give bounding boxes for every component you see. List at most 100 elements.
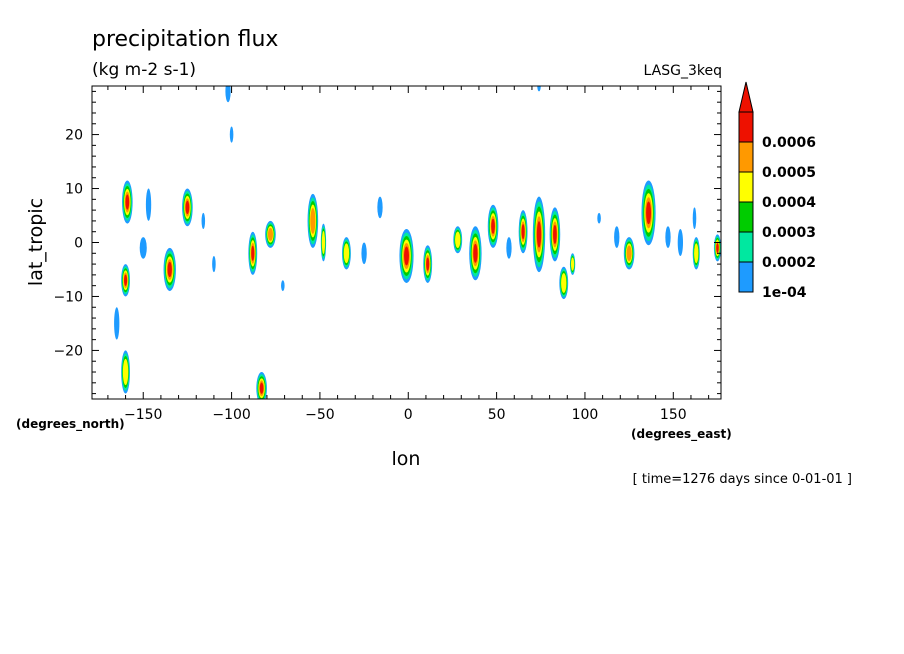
precip-cell bbox=[537, 86, 541, 92]
precip-cell bbox=[713, 234, 721, 262]
contour-level-6 bbox=[404, 246, 409, 266]
precip-cell bbox=[597, 212, 601, 224]
precip-cell bbox=[281, 280, 285, 292]
contour-level-6 bbox=[646, 201, 652, 225]
contour-level-5 bbox=[626, 245, 632, 262]
y-units-label: (degrees_north) bbox=[16, 417, 125, 432]
precip-cell bbox=[641, 180, 656, 246]
contour-level-5 bbox=[310, 207, 316, 234]
contour-level-6 bbox=[553, 224, 557, 244]
colorbar-swatch bbox=[738, 141, 754, 173]
contour-level-6 bbox=[185, 200, 190, 215]
precip-cell bbox=[320, 223, 327, 262]
colorbar-swatch bbox=[738, 261, 754, 293]
contour-level-1 bbox=[145, 188, 152, 221]
contour-level-1 bbox=[281, 280, 285, 292]
contour-level-1 bbox=[537, 86, 541, 92]
contour-level-6 bbox=[426, 257, 430, 271]
contour-level-1 bbox=[114, 307, 120, 340]
colorbar: 1e-04 0.0002 0.0003 0.0004 0.0005 0.0006 bbox=[738, 81, 816, 301]
x-axis-title: lon bbox=[392, 448, 421, 470]
contour-level-1 bbox=[614, 226, 620, 248]
precip-cell bbox=[623, 237, 635, 270]
precip-cell bbox=[665, 226, 671, 248]
contour-level-5 bbox=[267, 227, 273, 241]
precip-cell bbox=[121, 350, 130, 394]
colorbar-swatch bbox=[738, 111, 754, 143]
colorbar-label: 0.0004 bbox=[762, 195, 816, 211]
y-axis-title: lat_tropic bbox=[25, 198, 47, 286]
precip-cell bbox=[229, 126, 234, 143]
chart-units: (kg m-2 s-1) bbox=[92, 60, 196, 80]
y-tick-label: 20 bbox=[65, 128, 83, 144]
x-tick-label: 0 bbox=[404, 407, 413, 423]
contour-level-6 bbox=[167, 261, 172, 278]
contour-level-4 bbox=[122, 358, 129, 386]
contour-level-4 bbox=[570, 257, 575, 271]
x-tick-label: 50 bbox=[488, 407, 506, 423]
y-tick-label: −10 bbox=[53, 289, 83, 305]
precip-cell bbox=[201, 212, 206, 230]
precip-cell bbox=[469, 226, 482, 281]
precip-cell bbox=[423, 245, 433, 283]
contour-level-4 bbox=[561, 273, 567, 293]
colorbar-swatch bbox=[738, 231, 754, 263]
contour-level-6 bbox=[473, 243, 478, 263]
contour-level-1 bbox=[506, 237, 512, 259]
colorbar-swatch bbox=[738, 171, 754, 203]
x-units-label: (degrees_east) bbox=[631, 427, 732, 442]
x-tick-label: −150 bbox=[124, 407, 162, 423]
colorbar-label: 0.0005 bbox=[762, 165, 816, 181]
contour-level-1 bbox=[665, 226, 671, 248]
x-tick-label: 150 bbox=[660, 407, 687, 423]
x-tick-labels: −150 −100 −50 0 50 100 150 bbox=[124, 407, 687, 423]
precip-cell bbox=[182, 188, 193, 227]
precip-cell bbox=[677, 229, 684, 256]
contour-level-1 bbox=[692, 207, 697, 230]
precip-cell bbox=[614, 226, 620, 248]
precip-cell bbox=[225, 86, 231, 103]
colorbar-label: 0.0003 bbox=[762, 225, 816, 241]
precip-cell bbox=[692, 207, 697, 230]
precip-cell bbox=[248, 231, 258, 275]
x-tick-label: −100 bbox=[212, 407, 250, 423]
colorbar-extend-arrow bbox=[738, 81, 754, 113]
precip-cell bbox=[212, 255, 216, 273]
colorbar-label: 0.0006 bbox=[762, 135, 816, 151]
contour-level-6 bbox=[259, 382, 264, 394]
model-name: LASG_3keq bbox=[644, 63, 722, 79]
precip-cell bbox=[569, 253, 576, 275]
contour-level-1 bbox=[677, 229, 684, 256]
precip-cell bbox=[114, 307, 120, 340]
precip-cell bbox=[145, 188, 152, 221]
precip-cell bbox=[121, 264, 130, 297]
colorbar-label: 0.0002 bbox=[762, 255, 816, 271]
axis-ticks bbox=[92, 86, 721, 399]
contour-level-1 bbox=[361, 242, 367, 265]
contour-level-6 bbox=[491, 218, 495, 234]
precip-cell bbox=[122, 180, 133, 224]
precip-cell bbox=[518, 210, 528, 254]
time-note: [ time=1276 days since 0-01-01 ] bbox=[633, 472, 852, 487]
precip-cell bbox=[377, 196, 383, 219]
contour-level-4 bbox=[343, 243, 350, 264]
contour-level-6 bbox=[521, 224, 525, 240]
y-tick-label: 0 bbox=[74, 236, 83, 252]
contour-level-1 bbox=[139, 237, 147, 259]
contour-level-6 bbox=[536, 221, 542, 248]
precip-cell bbox=[549, 207, 561, 262]
precip-cell bbox=[559, 266, 569, 300]
contour-level-1 bbox=[377, 196, 383, 219]
chart-title: precipitation flux bbox=[92, 27, 278, 52]
contour-level-4 bbox=[694, 243, 699, 264]
x-tick-label: 100 bbox=[572, 407, 599, 423]
precip-cell bbox=[256, 372, 267, 399]
contour-field bbox=[114, 86, 721, 399]
colorbar-swatch bbox=[738, 201, 754, 233]
contour-level-6 bbox=[124, 274, 128, 286]
contour-level-6 bbox=[251, 245, 255, 261]
precip-cell bbox=[361, 242, 367, 265]
contour-level-1 bbox=[597, 212, 601, 224]
contour-level-4 bbox=[321, 230, 326, 255]
